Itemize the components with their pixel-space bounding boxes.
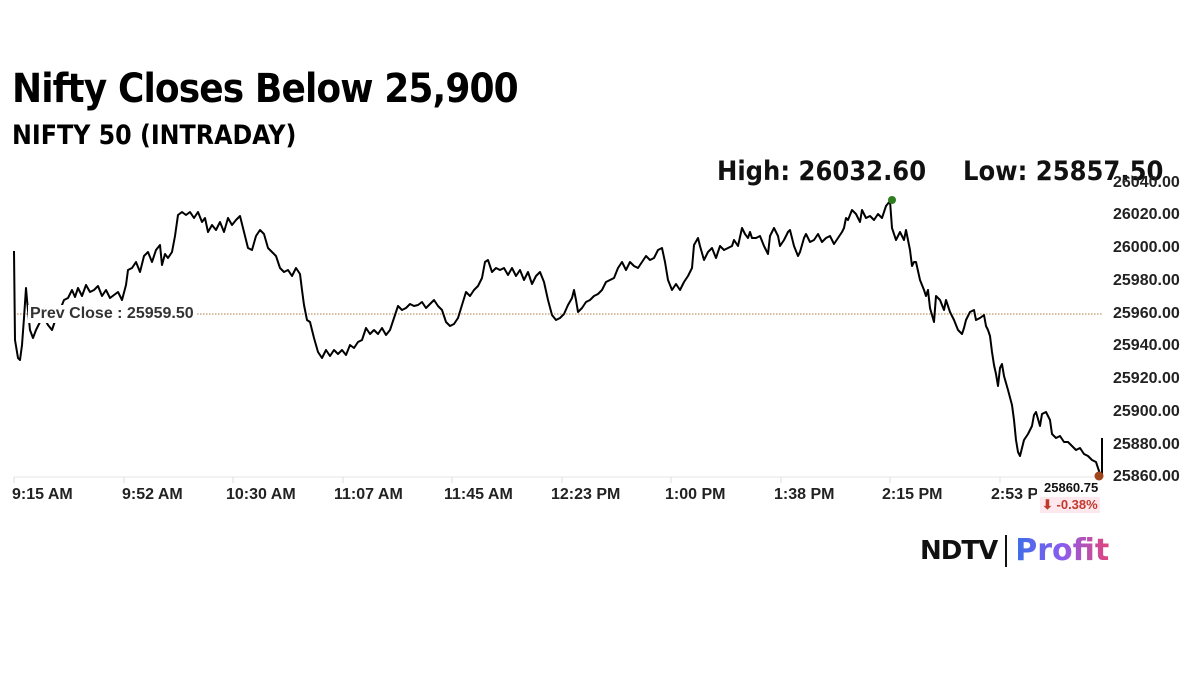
profit-logo-text: Profit <box>1015 533 1110 568</box>
chart-title: Nifty Closes Below 25,900 <box>12 66 519 112</box>
logo-divider <box>1005 534 1008 567</box>
x-tick: 10:30 AM <box>226 486 296 503</box>
x-tick: 11:07 AM <box>334 486 403 503</box>
y-tick: 25940.00 <box>1113 337 1180 354</box>
y-tick: 25880.00 <box>1113 436 1180 453</box>
y-tick: 25980.00 <box>1113 272 1180 289</box>
ndtv-logo-text: NDTV <box>920 535 998 566</box>
y-tick: 26020.00 <box>1113 206 1180 223</box>
x-tick: 2:15 PM <box>882 486 943 503</box>
x-tick: 9:52 AM <box>122 486 183 503</box>
x-tick: 2:53 PM <box>991 486 1037 503</box>
brand-logo: NDTV Profit <box>920 533 1109 568</box>
prev-close-label: Prev Close : 25959.50 <box>28 305 196 323</box>
x-tick: 1:38 PM <box>774 486 835 503</box>
change-badge: ⬇ -0.38% <box>1040 497 1100 513</box>
y-tick: 25900.00 <box>1113 403 1180 420</box>
last-price-label: 25860.75 <box>1044 480 1099 495</box>
high-label: High: 26032.60 <box>717 156 927 187</box>
y-tick: 26000.00 <box>1113 239 1180 256</box>
x-tick: 11:45 AM <box>444 486 513 503</box>
low-marker <box>1094 471 1104 481</box>
y-tick: 25920.00 <box>1113 370 1180 387</box>
x-tick: 9:15 AM <box>12 486 73 503</box>
y-tick: 25960.00 <box>1113 305 1180 322</box>
low-label: Low: 25857.50 <box>963 156 1164 187</box>
x-tick: 1:00 PM <box>665 486 726 503</box>
y-tick: 25860.00 <box>1113 468 1180 485</box>
y-tick: 26040.00 <box>1113 174 1180 191</box>
x-tick: 12:23 PM <box>551 486 621 503</box>
chart-subtitle: NIFTY 50 (INTRADAY) <box>12 120 297 151</box>
high-marker <box>888 196 896 204</box>
price-line <box>13 200 1102 477</box>
